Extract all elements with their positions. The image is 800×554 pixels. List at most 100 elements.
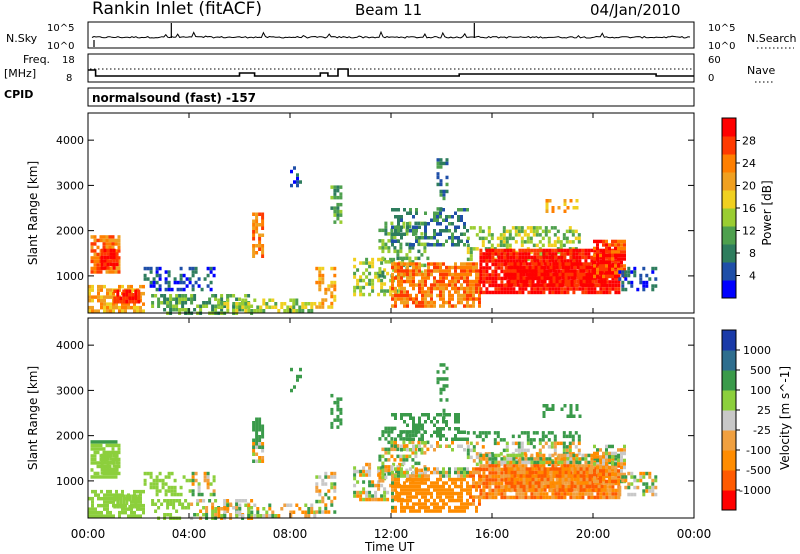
heatmap-cell <box>654 266 658 271</box>
heatmap-cell <box>568 229 572 234</box>
heatmap-cell <box>451 279 454 284</box>
heatmap-cell <box>261 212 265 216</box>
heatmap-cell <box>252 247 256 251</box>
heatmap-cell <box>90 235 94 239</box>
heatmap-cell <box>555 279 559 284</box>
heatmap-cell <box>497 492 501 496</box>
heatmap-cell <box>333 213 337 217</box>
heatmap-cell <box>594 477 598 482</box>
heatmap-cell <box>549 269 553 273</box>
heatmap-cell <box>559 240 563 244</box>
heatmap-cell <box>116 498 120 502</box>
heatmap-cell <box>226 309 230 313</box>
heatmap-cell <box>617 474 621 479</box>
heatmap-cell <box>494 262 498 267</box>
heatmap-cell <box>399 228 403 233</box>
heatmap-cell <box>617 455 620 459</box>
heatmap-cell <box>397 218 400 222</box>
heatmap-cell <box>106 291 109 296</box>
heatmap-cell <box>596 492 600 496</box>
heatmap-cell <box>608 485 612 489</box>
heatmap-cell <box>466 276 469 280</box>
heatmap-cell <box>336 195 340 200</box>
heatmap-cell <box>591 488 595 492</box>
heatmap-cell <box>381 242 385 247</box>
heatmap-cell <box>163 294 167 298</box>
heatmap-cell <box>533 255 537 260</box>
heatmap-cell <box>88 510 91 515</box>
heatmap-cell <box>381 454 385 459</box>
heatmap-cell <box>172 308 176 312</box>
heatmap-cell <box>91 288 94 292</box>
heatmap-cell <box>466 502 469 506</box>
heatmap-cell <box>179 277 183 281</box>
heatmap-cell <box>608 488 612 493</box>
heatmap-cell <box>205 301 209 305</box>
heatmap-cell <box>406 430 409 434</box>
heatmap-cell <box>181 304 185 308</box>
heatmap-cell <box>466 236 470 241</box>
heatmap-cell <box>539 255 543 260</box>
heatmap-cell <box>482 280 486 284</box>
heatmap-cell <box>307 510 311 514</box>
heatmap-cell <box>433 218 436 222</box>
heatmap-cell <box>397 297 400 301</box>
heatmap-cell <box>414 221 418 226</box>
heatmap-cell <box>546 269 550 273</box>
heatmap-cell <box>588 262 592 266</box>
heatmap-cell <box>109 295 112 299</box>
heatmap-cell <box>472 247 476 251</box>
heatmap-cell <box>99 447 103 451</box>
heatmap-cell <box>454 470 457 475</box>
heatmap-cell <box>569 464 573 468</box>
heatmap-cell <box>173 489 177 493</box>
heatmap-cell <box>93 475 97 479</box>
heatmap-cell <box>103 259 107 263</box>
heatmap-cell <box>500 492 504 496</box>
heatmap-cell <box>418 491 421 496</box>
heatmap-cell <box>569 471 573 475</box>
heatmap-cell <box>261 435 265 439</box>
heatmap-cell <box>494 248 498 253</box>
heatmap-cell <box>596 469 599 473</box>
heatmap-cell <box>418 283 421 287</box>
heatmap-cell <box>310 503 314 507</box>
heatmap-cell <box>608 458 611 463</box>
heatmap-cell <box>525 470 529 475</box>
heatmap-cell <box>430 283 433 287</box>
heatmap-cell <box>131 494 135 498</box>
heatmap-cell <box>520 441 524 446</box>
heatmap-cell <box>442 290 445 294</box>
heatmap-cell <box>112 467 116 472</box>
heatmap-cell <box>597 262 601 266</box>
heatmap-cell <box>97 295 100 299</box>
heatmap-cell <box>103 460 107 465</box>
heatmap-cell <box>167 284 171 288</box>
heatmap-cell <box>122 289 126 293</box>
heatmap-cell <box>460 477 463 482</box>
heatmap-cell <box>457 215 460 219</box>
heatmap-cell <box>336 213 340 217</box>
heatmap-cell <box>96 461 100 465</box>
heatmap-cell <box>596 250 599 254</box>
heatmap-cell <box>405 232 409 236</box>
heatmap-cell <box>409 269 412 273</box>
heatmap-cell <box>399 433 403 438</box>
heatmap-cell <box>525 488 529 492</box>
heatmap-cell <box>181 297 185 301</box>
heatmap-cell <box>553 233 557 237</box>
heatmap-cell <box>439 474 442 478</box>
heatmap-cell <box>488 276 492 281</box>
heatmap-cell <box>522 481 526 485</box>
heatmap-cell <box>542 457 546 461</box>
heatmap-cell <box>460 444 463 448</box>
heatmap-cell <box>538 448 542 453</box>
heatmap-cell <box>394 286 397 291</box>
heatmap-cell <box>445 269 448 273</box>
heatmap-cell <box>301 309 305 313</box>
heatmap-cell <box>383 257 387 262</box>
heatmap-cell <box>620 239 623 244</box>
heatmap-cell <box>409 293 412 298</box>
heatmap-cell <box>96 238 100 243</box>
heatmap-cell <box>579 283 583 287</box>
